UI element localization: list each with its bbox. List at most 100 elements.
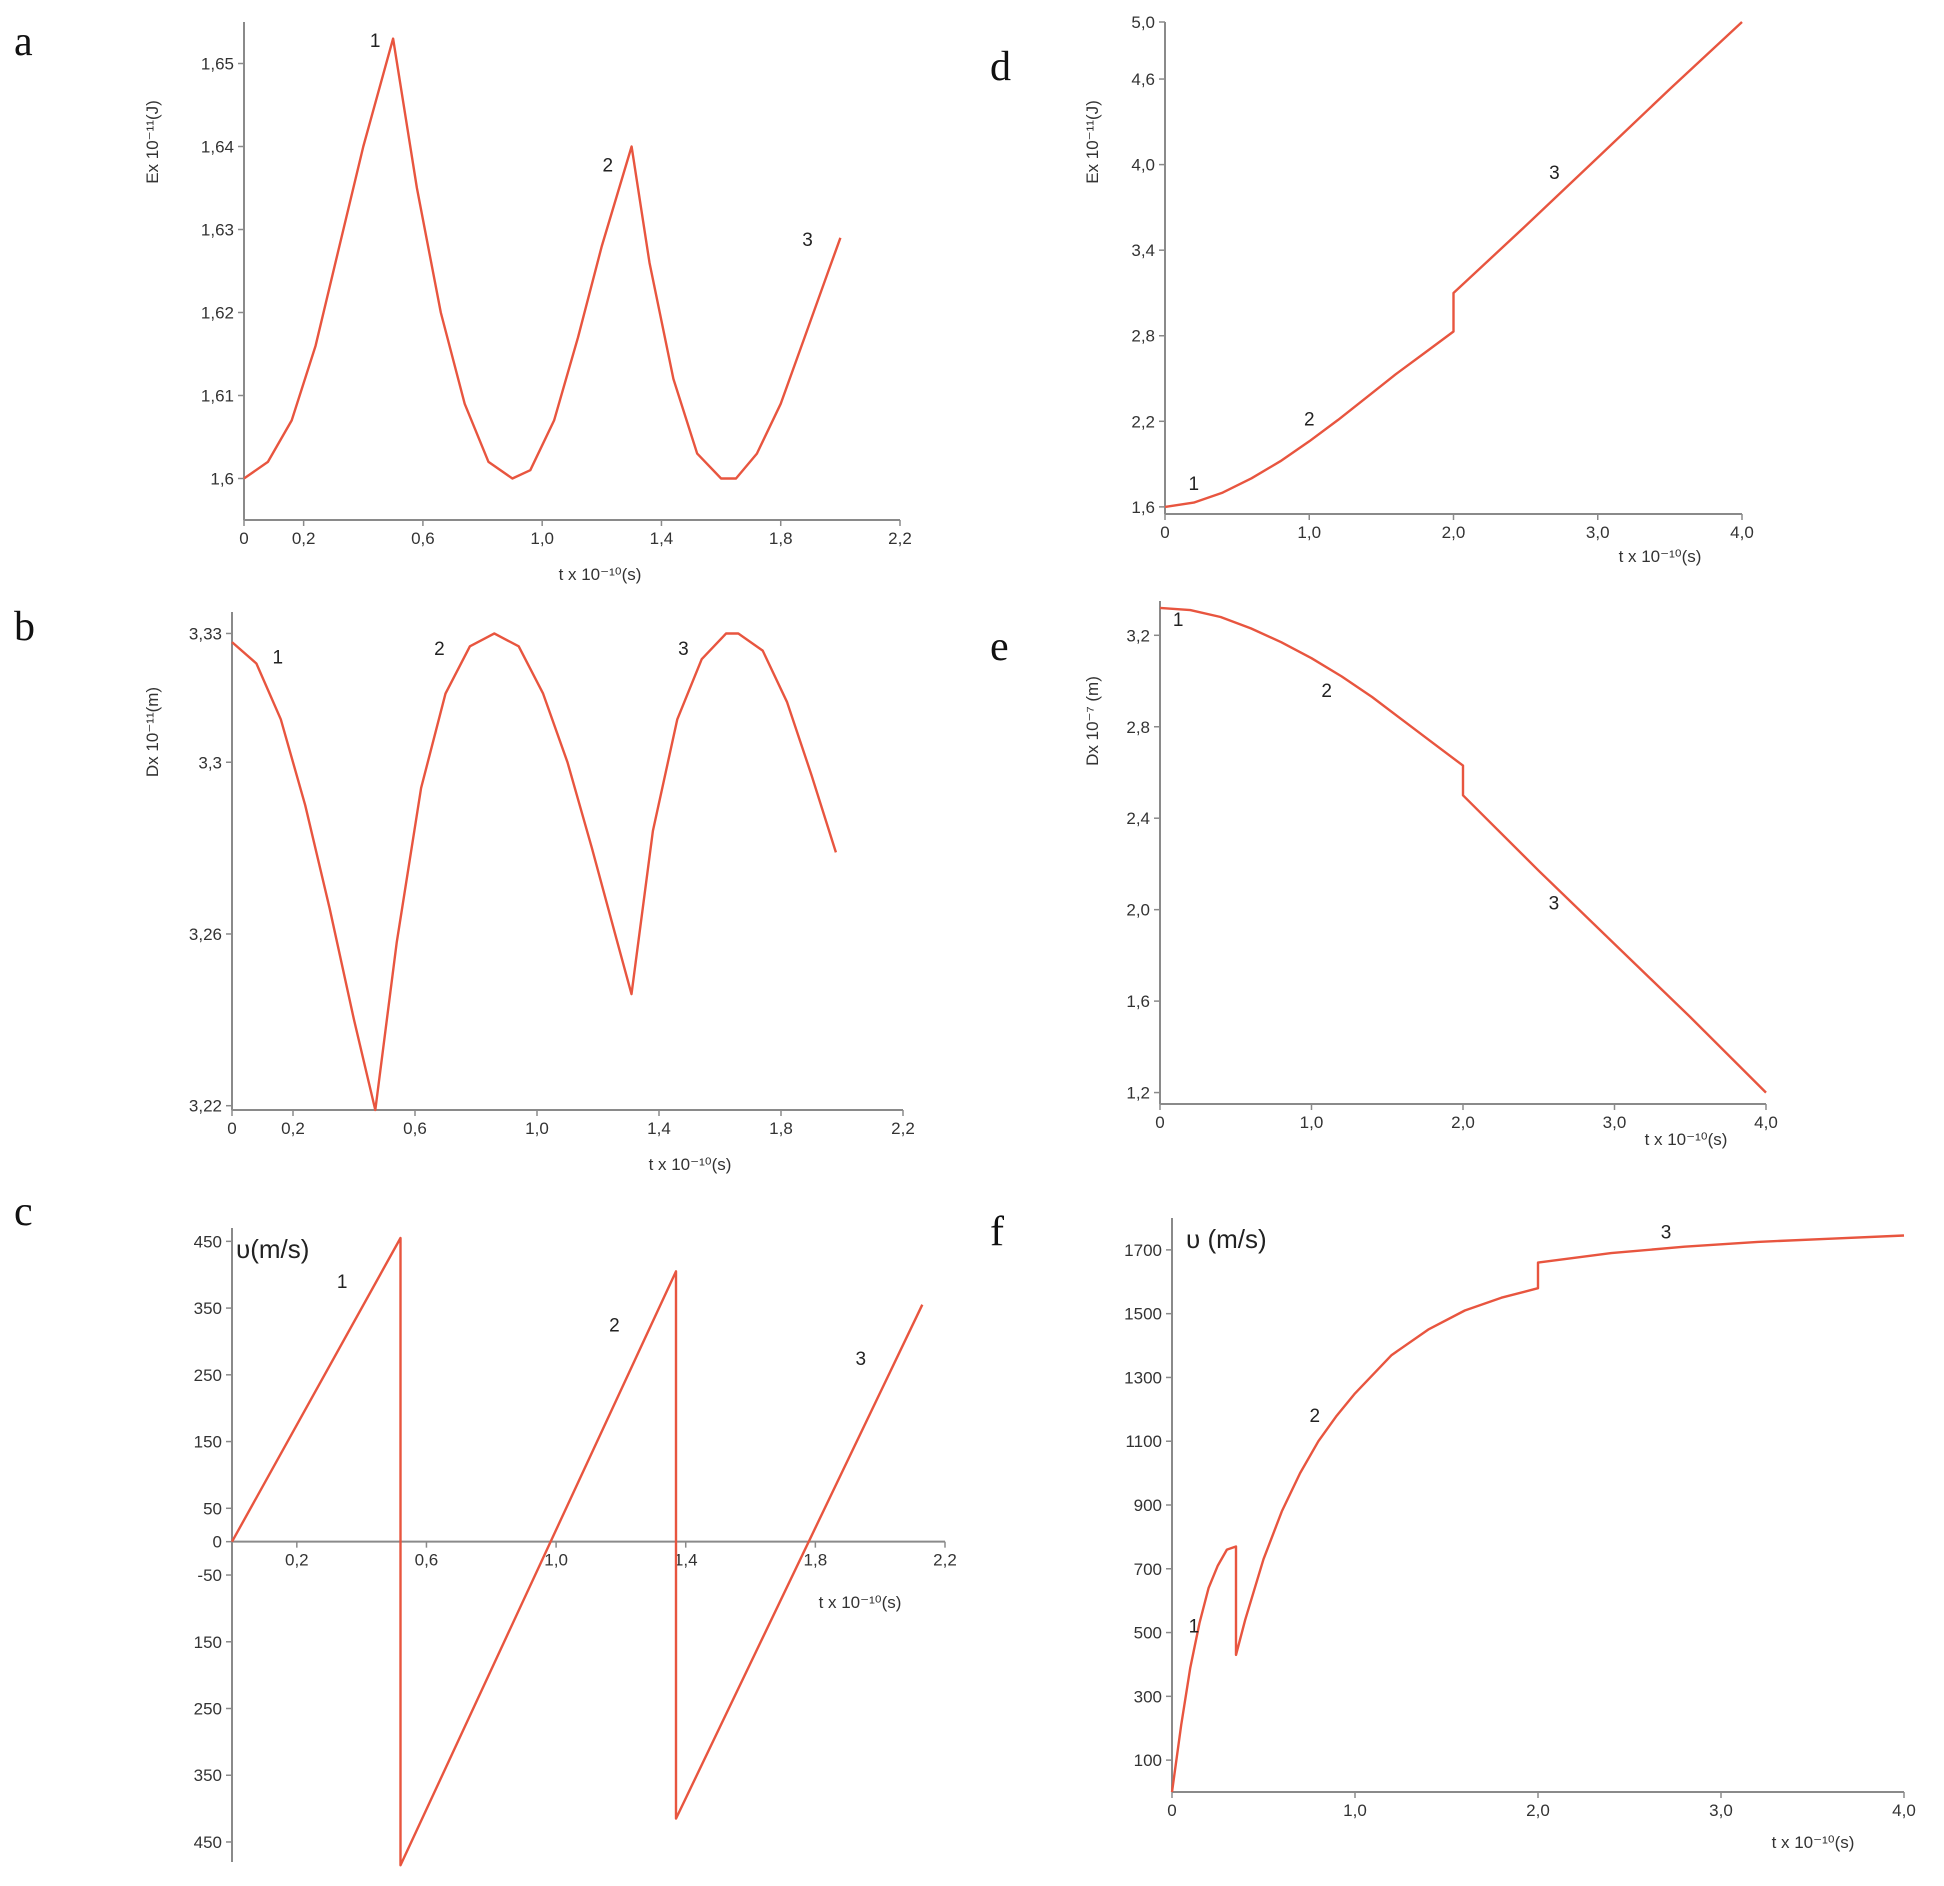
y-tick-label: 2,8 [1126,718,1150,737]
y-tick-label: 1700 [1124,1241,1162,1260]
x-tick-label: 3,0 [1709,1801,1733,1820]
x-axis-label: t x 10⁻¹⁰(s) [1645,1130,1728,1149]
panel-c: c 0,2 0,6 1,0 1,4 1,8 2,2 450 350 250 150 50 0 -50 150… [14,1189,957,1867]
y-tick-label: 100 [1134,1751,1162,1770]
x-tick-label: 2,0 [1526,1801,1550,1820]
x-tick-label: 2,2 [891,1119,915,1138]
y-tick-label: 150 [194,1633,222,1652]
x-tick-label: 0,6 [415,1551,439,1570]
y-tick-label: 450 [194,1833,222,1852]
x-tick-label: 0,6 [411,529,435,548]
panel-label: a [14,19,33,65]
y-tick-label: 50 [203,1499,222,1518]
x-tick-label: 0,6 [403,1119,427,1138]
y-tick-label: 300 [1134,1687,1162,1706]
panel-label: f [990,1209,1004,1255]
y-tick-label: 1,63 [201,221,234,240]
panel-label: e [990,624,1009,670]
y-tick-label: 1,65 [201,55,234,74]
y-tick-label: 350 [194,1766,222,1785]
x-tick-label: 1,4 [650,529,674,548]
x-axis-label: t x 10⁻¹⁰(s) [1772,1833,1855,1852]
x-tick-label: 1,4 [674,1551,698,1570]
y-tick-label: 250 [194,1366,222,1385]
x-tick-label: 0 [227,1119,236,1138]
panel-e: e 0 1,0 2,0 3,0 4,0 1,2 1,6 2,0 2,4 2,8 3,2 Dx 10⁻⁷ … [990,601,1778,1149]
x-tick-label: 0,2 [292,529,316,548]
x-tick-label: 1,0 [1297,523,1321,542]
curve-annotation: 1 [1189,1617,1200,1638]
curve-annotation: 3 [855,1349,866,1370]
x-tick-label: 4,0 [1892,1801,1916,1820]
curve-annotation: 1 [1173,610,1184,631]
panel-b: b 0 0,2 0,6 1,0 1,4 1,8 2,2 3,22 3,26 3,3 3,33 Dx 10… [14,604,915,1174]
x-tick-label: 1,0 [1300,1113,1324,1132]
y-tick-label: 350 [194,1299,222,1318]
x-tick-label: 1,0 [1343,1801,1367,1820]
y-tick-label: 1500 [1124,1305,1162,1324]
x-tick-label: 1,0 [525,1119,549,1138]
x-tick-label: 2,2 [933,1551,957,1570]
y-tick-label: 500 [1134,1624,1162,1643]
y-axis-label: Dx 10⁻¹¹(m) [143,687,162,777]
curve-annotation: 2 [602,155,613,176]
x-axis-label: t x 10⁻¹⁰(s) [1619,547,1702,566]
series-line [1170,1234,1905,1793]
panel-d: d 0 1,0 2,0 3,0 4,0 1,6 2,2 2,8 3,4 4,0 4,6 5,0 Ex 10… [990,13,1754,566]
y-tick-label: 250 [194,1700,222,1719]
panel-label: c [14,1189,33,1235]
y-tick-label: 4,6 [1131,70,1155,89]
x-tick-label: 0,2 [285,1551,309,1570]
y-axis-label: υ(m/s) [236,1234,309,1264]
curve-annotation: 2 [434,639,445,660]
y-tick-label: 3,4 [1131,241,1155,260]
panel-f: f 0 1,0 2,0 3,0 4,0 100 300 500 700 900 1100 1300 150… [990,1209,1916,1852]
x-tick-label: 0 [1160,523,1169,542]
y-tick-label: 3,22 [189,1097,222,1116]
series-line [1159,606,1767,1094]
curve-annotation: 3 [678,639,689,660]
x-tick-label: 1,0 [530,529,554,548]
y-tick-label: 1,64 [201,138,234,157]
y-tick-label: 1,6 [1126,992,1150,1011]
series-line [231,632,838,1112]
curve-annotation: 2 [1321,681,1332,702]
y-tick-label: 5,0 [1131,13,1155,32]
y-tick-label: 2,8 [1131,327,1155,346]
curve-annotation: 3 [1661,1223,1672,1244]
panel-a: a 0 0,2 0,6 1,0 1,4 1,8 2,2 1,6 1,61 1,62 1,63 1,64 1… [14,19,912,584]
y-axis-label: Ex 10⁻¹¹(J) [1083,100,1102,184]
curve-annotation: 1 [1189,474,1200,495]
curve-annotation: 3 [1549,894,1560,915]
x-tick-label: 1,8 [804,1551,828,1570]
y-tick-label: 1,6 [210,470,234,489]
y-tick-label: 3,2 [1126,626,1150,645]
y-axis-label: Dx 10⁻⁷ (m) [1083,676,1102,766]
y-tick-label: 1300 [1124,1368,1162,1387]
y-tick-label: -50 [197,1566,222,1585]
x-tick-label: 2,0 [1451,1113,1475,1132]
y-tick-label: 2,0 [1126,901,1150,920]
x-tick-label: 4,0 [1730,523,1754,542]
x-tick-label: 4,0 [1754,1113,1778,1132]
y-tick-label: 1,6 [1131,498,1155,517]
x-tick-label: 0 [1167,1801,1176,1820]
y-tick-label: 0 [213,1533,222,1552]
y-tick-label: 1,2 [1126,1084,1150,1103]
series-line [1164,21,1743,509]
x-tick-label: 1,8 [769,529,793,548]
x-tick-label: 1,8 [769,1119,793,1138]
x-tick-label: 1,4 [647,1119,671,1138]
x-tick-label: 2,2 [888,529,912,548]
x-tick-label: 0,2 [281,1119,305,1138]
y-tick-label: 3,26 [189,925,222,944]
x-axis-label: t x 10⁻¹⁰(s) [819,1593,902,1612]
curve-annotation: 3 [802,230,813,251]
y-tick-label: 900 [1134,1496,1162,1515]
curve-annotation: 1 [370,31,381,52]
y-tick-label: 2,2 [1131,412,1155,431]
x-tick-label: 2,0 [1442,523,1466,542]
x-axis-label: t x 10⁻¹⁰(s) [559,565,642,584]
series-line [230,1236,924,1867]
